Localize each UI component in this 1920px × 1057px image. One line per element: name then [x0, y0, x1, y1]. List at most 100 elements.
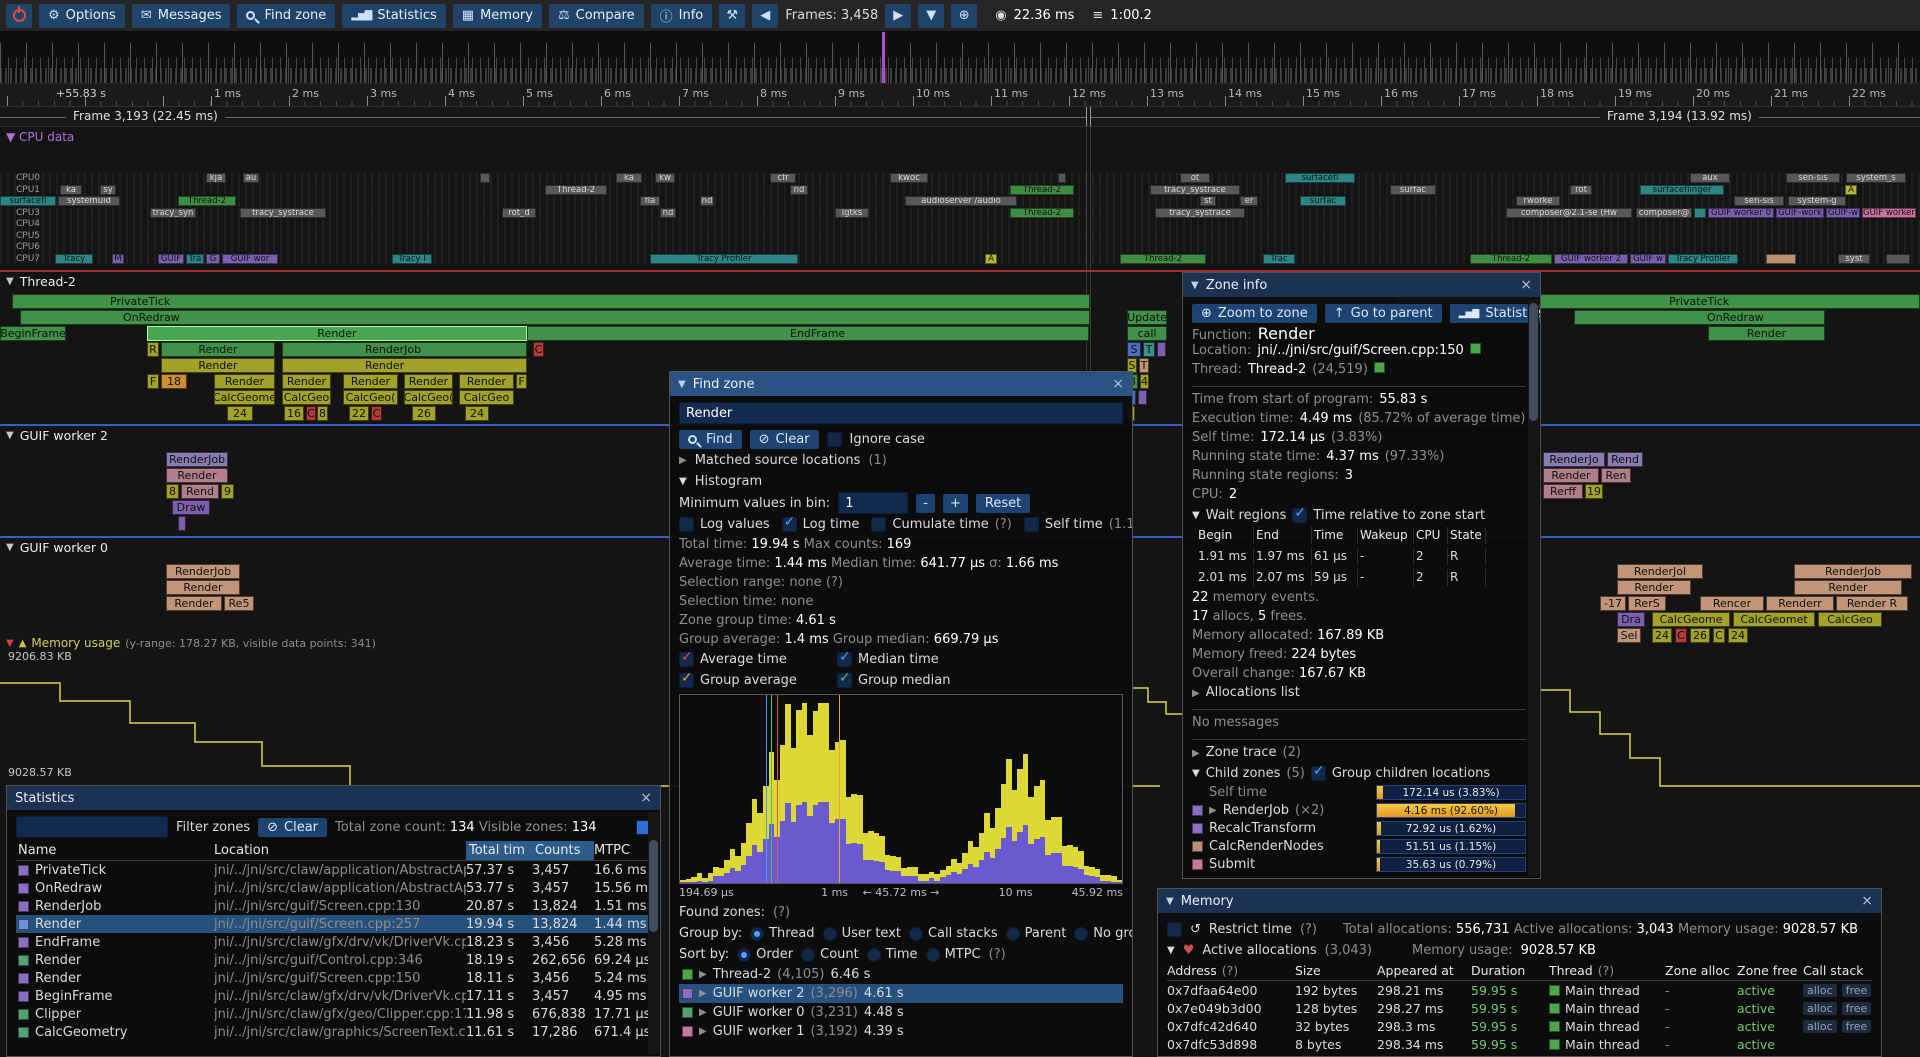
timeline-zone[interactable]: 24	[1728, 628, 1748, 643]
allocation-row[interactable]: 0x7dfc42d640 32 bytes 298.3 ms 59.95 s Main …	[1167, 1017, 1872, 1035]
timeline-zone[interactable]: -17	[1600, 596, 1626, 611]
timeline-zone[interactable]: C	[533, 342, 544, 357]
timeline-zone[interactable]: Render	[1708, 326, 1825, 341]
increment-button[interactable]: +	[942, 493, 968, 513]
cpu-data-header[interactable]: ▼ CPU data	[6, 130, 75, 144]
timeline-zone[interactable]: CalcGeome	[1652, 612, 1730, 627]
statistics-button[interactable]: ▂▅▇ Statistics	[342, 3, 446, 28]
ignore-case-checkbox[interactable]	[826, 432, 842, 447]
timeline-zone[interactable]: call	[1127, 326, 1167, 341]
frame-overview-strip[interactable]	[0, 32, 1920, 84]
filter-zones-input[interactable]	[16, 816, 168, 838]
goto-frame-button[interactable]: ⊕	[951, 3, 978, 28]
timeline-zone[interactable]: C	[371, 406, 382, 421]
cpu-zone-segment[interactable]: er	[1240, 196, 1258, 206]
timeline-zone[interactable]: Render	[459, 374, 514, 389]
histogram-option[interactable]: Log values	[679, 514, 770, 535]
cpu-zone-segment[interactable]: Thread-2	[1010, 207, 1074, 218]
cpu-zone-segment[interactable]: Tra	[186, 253, 204, 264]
cpu-zone-segment[interactable]: tracy_syn	[150, 207, 196, 218]
timeline-zone[interactable]: RerS	[1628, 596, 1666, 611]
stats-column-header[interactable]: Total tim	[466, 841, 532, 860]
cpu-zone-segment[interactable]: A	[1845, 184, 1857, 195]
scrollbar[interactable]	[648, 812, 659, 1054]
timeline-zone[interactable]: OnRedraw	[1574, 310, 1825, 325]
stats-table-row[interactable]: Render jni/../jni/src/guif/Screen.cpp:150…	[16, 969, 651, 987]
radio-button[interactable]	[801, 947, 816, 962]
cpu-zone-segment[interactable]: st	[1200, 196, 1216, 206]
tools-button[interactable]: ⚒	[719, 3, 746, 28]
zone-info-titlebar[interactable]: ▼ Zone info ×	[1183, 273, 1540, 297]
timeline-zone[interactable]: Render	[404, 374, 453, 389]
option-checkbox[interactable]	[871, 517, 887, 532]
thread-header[interactable]: ▼ GUIF worker 2	[6, 427, 108, 443]
timeline-zone[interactable]	[178, 516, 186, 531]
thread-header[interactable]: ▼ Thread-2	[6, 273, 76, 289]
group-by-option[interactable]: User text	[822, 923, 901, 944]
find-zone-button[interactable]: Find zone	[237, 3, 336, 28]
cpu-zone-segment[interactable]: rot	[1570, 184, 1592, 195]
clear-button[interactable]: ⊘ Clear	[749, 430, 819, 449]
timeline-zone[interactable]: Render R	[1836, 596, 1908, 611]
prev-frame-button[interactable]: ◀	[752, 3, 779, 28]
timeline-zone[interactable]: Render	[214, 374, 275, 389]
clear-filter-button[interactable]: ⊘ Clear	[258, 817, 328, 837]
timeline-zone[interactable]: Sel	[1617, 628, 1641, 643]
active-allocations-row[interactable]: ▼ ♥ Active allocations (3,043) Memory us…	[1167, 940, 1872, 961]
child-zone-row[interactable]: Submit 35.63 us (0.79%)	[1192, 855, 1526, 873]
sort-by-option[interactable]: MTPC	[925, 944, 981, 965]
decrement-button[interactable]: -	[916, 493, 935, 513]
info-button[interactable]: ⓘ Info	[650, 3, 713, 28]
timeline-zone[interactable]: 4	[1140, 374, 1149, 389]
cpu-zone-segment[interactable]: Tracy Profiler	[650, 253, 798, 264]
cpu-zone-segment[interactable]: GUIF worker 1	[1862, 207, 1916, 218]
allocations-list-row[interactable]: ▶ Allocations list	[1192, 685, 1526, 704]
cpu-zone-segment[interactable]: sen-sis	[1786, 173, 1840, 183]
cpu-zone-segment[interactable]: rot_d	[502, 207, 536, 218]
cpu-zone-segment[interactable]: nd	[700, 196, 714, 206]
radio-button[interactable]	[925, 947, 940, 962]
cpu-zone-segment[interactable]: surfac	[1390, 184, 1436, 195]
cpu-zone-segment[interactable]: Thread-2	[1010, 184, 1074, 195]
histogram-option[interactable]: ✓ Log time	[781, 514, 859, 535]
thread-value[interactable]: Thread-2	[1247, 362, 1307, 377]
timeline-zone[interactable]: Rerff	[1543, 484, 1583, 499]
relative-time-checkbox[interactable]: ✓	[1292, 505, 1308, 523]
timeline-zone[interactable]: Dra	[1617, 612, 1645, 627]
cpu-zone-segment[interactable]	[1058, 173, 1066, 183]
cpu-zone-segment[interactable]: Tracy Profiler	[1668, 253, 1738, 264]
timeline-zone[interactable]: 22	[349, 406, 369, 421]
cpu-zone-segment[interactable]: system-g	[1788, 196, 1846, 206]
timeline-zone[interactable]: 24	[227, 406, 253, 421]
stats-table-row[interactable]: CalcGeometry jni/../jni/src/claw/graphics…	[16, 1023, 651, 1041]
timeline-zone[interactable]: CalcGeome	[214, 390, 275, 405]
cpu-zone-segment[interactable]: GUIF worker 2	[1554, 253, 1628, 264]
sort-by-option[interactable]: Time	[866, 944, 918, 965]
memory-button[interactable]: ▦ Memory	[452, 3, 542, 28]
allocations-column-header[interactable]: Call stack	[1803, 963, 1872, 978]
cpu-zone-segment[interactable]: ka	[60, 184, 82, 195]
frame-labels-row[interactable]: Frame 3,193 (22.45 ms) Frame 3,194 (13.9…	[0, 107, 1920, 127]
cpu-zone-segment[interactable]	[1694, 207, 1706, 218]
collapse-arrow-icon[interactable]: ▼	[1166, 895, 1174, 907]
timeline-zone[interactable]: RenderJob	[166, 564, 240, 579]
timeline-zone[interactable]: Render	[282, 374, 331, 389]
collapse-arrow-icon[interactable]: ▼	[1191, 279, 1199, 291]
cpu-zone-segment[interactable]: composer@	[1636, 207, 1692, 218]
memory-usage-graph[interactable]	[0, 658, 1920, 798]
memory-usage-header[interactable]: ▼ ▲ Memory usage (y-range: 178.27 KB, vi…	[6, 636, 376, 650]
found-zone-group-row[interactable]: ▶ GUIF worker 0 (3,231) 4.48 s	[679, 1003, 1123, 1022]
child-zone-row[interactable]: ▶ RenderJob (×2) 4.16 ms (92.60%)	[1192, 801, 1526, 819]
timeline-zone[interactable]: Draw	[172, 500, 210, 515]
next-frame-button[interactable]: ▶	[885, 3, 912, 28]
cpu-zone-segment[interactable]: system_s	[1846, 173, 1906, 183]
allocation-row[interactable]: 0x7dfc53d898 8 bytes 298.34 ms 59.95 s Main …	[1167, 1035, 1872, 1053]
cpu-zone-segment[interactable]: surfacefl	[0, 196, 56, 206]
histogram-option[interactable]: Cumulate time (?)	[871, 514, 1012, 535]
cpu-zone-segment[interactable]: lgtks	[835, 207, 869, 218]
timeline-zone[interactable]: Render	[343, 374, 398, 389]
group-by-option[interactable]: Thread	[750, 923, 815, 944]
call-stack-button[interactable]: alloc	[1803, 1019, 1837, 1033]
allocations-column-header[interactable]: Appeared at	[1377, 963, 1471, 978]
radio-button[interactable]	[1005, 926, 1020, 941]
